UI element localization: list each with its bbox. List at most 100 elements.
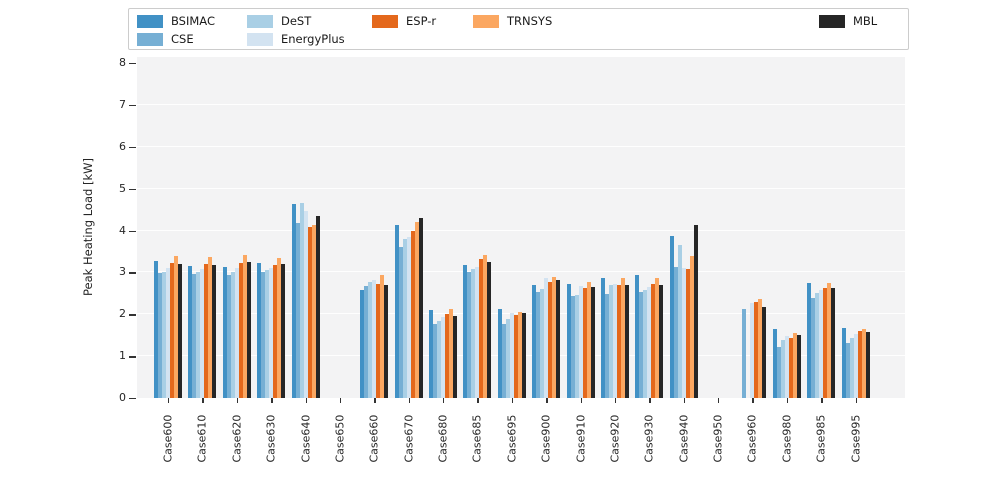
bar-CSE-Case695 (501, 323, 506, 398)
bar-group-Case685 (463, 57, 492, 398)
x-tick-label-Case600: Case600 (161, 414, 175, 463)
bar-MBL-Case900 (556, 280, 561, 398)
x-tick-mark (271, 398, 273, 403)
bar-group-Case995 (841, 57, 870, 398)
bar-MBL-Case910 (590, 287, 595, 398)
bar-DeST-Case930 (643, 290, 648, 398)
bar-group-Case920 (600, 57, 629, 398)
bar-ESP-r-Case670 (410, 230, 415, 398)
bar-TRNSYS-Case995 (861, 329, 866, 398)
x-tick-mark (511, 398, 514, 403)
x-tick-mark (614, 398, 617, 403)
bar-TRNSYS-Case680 (449, 309, 453, 398)
bar-DeST-Case680 (437, 320, 441, 398)
bar-MBL-Case685 (487, 261, 492, 398)
x-tick-mark (168, 398, 170, 403)
y-tick-label-8: 8 (119, 56, 126, 69)
bar-MBL-Case980 (796, 335, 801, 398)
bar-EnergyPlus-Case630 (269, 267, 274, 398)
bar-MBL-Case670 (418, 217, 423, 398)
bar-BSIMAC-Case900 (532, 284, 537, 398)
bar-DeST-Case640 (299, 202, 304, 398)
legend-label-DeST: DeST (281, 14, 312, 28)
bar-BSIMAC-Case680 (429, 310, 433, 398)
bar-TRNSYS-Case640 (311, 225, 316, 398)
bar-DeST-Case985 (815, 293, 820, 398)
gridline-7 (137, 103, 905, 105)
bar-TRNSYS-Case685 (483, 255, 488, 398)
bar-ESP-r-Case685 (479, 258, 484, 398)
bar-group-Case695 (497, 57, 526, 398)
bar-group-Case900 (532, 57, 561, 398)
y-tick-label-3: 3 (119, 265, 126, 279)
bar-TRNSYS-Case960 (758, 299, 763, 398)
legend-swatch-ESP-r (372, 15, 398, 28)
x-tick-mark (477, 398, 479, 403)
bar-BSIMAC-Case910 (566, 283, 571, 398)
bar-ESP-r-Case640 (307, 227, 312, 398)
legend-swatch-MBL (819, 15, 845, 28)
legend-swatch-EnergyPlus (247, 33, 273, 46)
x-tick-label-Case985: Case985 (814, 414, 828, 463)
bar-group-Case980 (772, 57, 801, 398)
x-tick-mark (718, 398, 720, 403)
bar-group-Case620 (222, 57, 251, 398)
x-tick-mark (305, 398, 307, 403)
bar-CSE-Case620 (226, 274, 231, 398)
x-tick-mark (443, 398, 445, 403)
y-axis-label: Peak Heating Load [kW] (81, 158, 95, 296)
bar-EnergyPlus-Case660 (372, 280, 377, 398)
x-tick-label-Case910: Case910 (574, 414, 587, 463)
bar-MBL-Case640 (315, 215, 320, 398)
legend-label-MBL: MBL (853, 14, 878, 28)
bar-EnergyPlus-Case960 (750, 303, 755, 398)
legend-swatch-BSIMAC (137, 15, 163, 28)
x-tick-label-Case920: Case920 (608, 414, 622, 463)
x-tick-mark (236, 398, 239, 403)
bar-BSIMAC-Case670 (394, 225, 399, 398)
x-tick-label-Case670: Case670 (402, 414, 416, 463)
x-tick-label-Case950: Case950 (711, 414, 725, 463)
bar-group-Case930 (635, 57, 664, 398)
bar-ESP-r-Case660 (376, 283, 381, 398)
bar-EnergyPlus-Case600 (166, 268, 170, 398)
x-tick-mark (752, 398, 754, 403)
y-tick-mark (129, 356, 136, 358)
y-tick-mark (129, 63, 136, 65)
bar-ESP-r-Case600 (170, 263, 174, 398)
bar-TRNSYS-Case670 (414, 222, 419, 398)
bar-TRNSYS-Case985 (827, 283, 832, 398)
bar-MBL-Case620 (246, 261, 251, 398)
bar-ESP-r-Case630 (273, 265, 278, 398)
bar-ESP-r-Case995 (857, 331, 862, 398)
bar-BSIMAC-Case920 (600, 278, 605, 398)
bar-DeST-Case620 (230, 271, 235, 398)
bar-TRNSYS-Case610 (208, 257, 213, 398)
bar-DeST-Case610 (196, 272, 201, 398)
bar-MBL-Case680 (453, 315, 457, 398)
bar-EnergyPlus-Case610 (200, 269, 205, 398)
x-tick-label-Case995: Case995 (849, 414, 862, 463)
bar-MBL-Case930 (659, 285, 664, 398)
x-tick-label-Case930: Case930 (642, 414, 656, 463)
bar-TRNSYS-Case900 (552, 276, 557, 398)
bar-group-Case950 (704, 57, 732, 398)
bar-BSIMAC-Case940 (669, 235, 674, 398)
bar-group-Case680 (429, 57, 457, 398)
y-tick-mark (129, 272, 136, 274)
bar-CSE-Case930 (639, 292, 644, 398)
legend-label-CSE: CSE (171, 32, 194, 46)
y-tick-label-0: 0 (119, 391, 126, 404)
bar-EnergyPlus-Case900 (544, 278, 549, 398)
bar-group-Case660 (360, 57, 389, 398)
bar-group-Case630 (257, 57, 286, 398)
bar-CSE-Case680 (433, 323, 437, 398)
y-tick-mark (129, 314, 136, 316)
y-tick-mark (129, 104, 136, 107)
bar-EnergyPlus-Case920 (612, 283, 617, 398)
x-tick-label-Case660: Case660 (367, 414, 381, 463)
y-tick-label-5: 5 (119, 181, 126, 195)
bar-ESP-r-Case980 (788, 338, 793, 398)
bar-EnergyPlus-Case695 (509, 313, 514, 398)
bar-DeST-Case685 (471, 269, 476, 398)
